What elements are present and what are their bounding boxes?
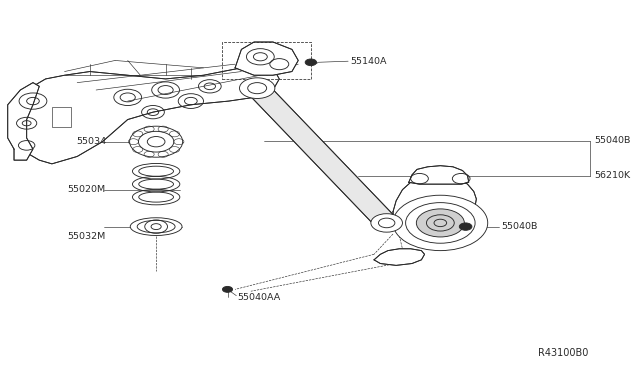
Text: 55034: 55034 [76, 137, 106, 146]
Circle shape [305, 59, 317, 65]
Polygon shape [246, 84, 397, 227]
Ellipse shape [130, 218, 182, 235]
Circle shape [223, 286, 232, 292]
Text: 55040B: 55040B [502, 222, 538, 231]
Polygon shape [235, 42, 298, 75]
Circle shape [393, 195, 488, 251]
Text: 55020M: 55020M [68, 185, 106, 194]
Text: 55032M: 55032M [68, 232, 106, 241]
Polygon shape [14, 64, 279, 164]
Circle shape [460, 223, 472, 230]
Text: 55040B: 55040B [594, 137, 630, 145]
Polygon shape [8, 83, 39, 160]
Polygon shape [374, 249, 424, 265]
Text: 55040AA: 55040AA [237, 293, 280, 302]
Bar [52, 107, 71, 127]
Bar [223, 42, 311, 79]
Text: 55140A: 55140A [350, 57, 387, 66]
Polygon shape [393, 173, 476, 246]
Text: R43100B0: R43100B0 [538, 348, 589, 358]
Circle shape [130, 126, 182, 157]
Text: 56210K: 56210K [594, 171, 630, 180]
Circle shape [417, 209, 465, 237]
Circle shape [371, 214, 403, 232]
Circle shape [239, 78, 275, 99]
Polygon shape [409, 166, 468, 184]
